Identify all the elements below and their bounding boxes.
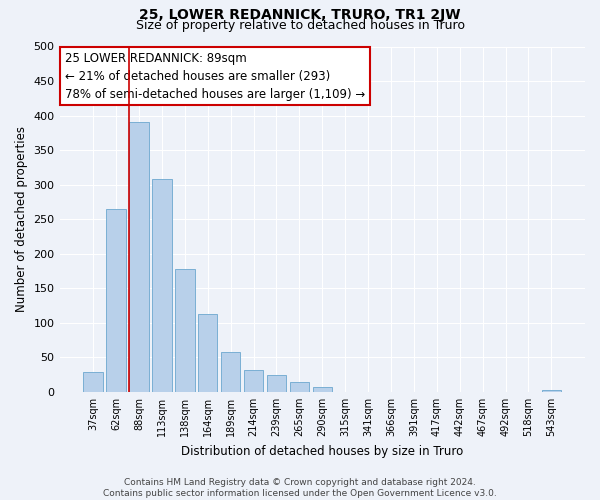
Bar <box>542 390 561 392</box>
Bar <box>175 269 194 392</box>
X-axis label: Distribution of detached houses by size in Truro: Distribution of detached houses by size … <box>181 444 463 458</box>
Y-axis label: Number of detached properties: Number of detached properties <box>15 126 28 312</box>
Text: Contains HM Land Registry data © Crown copyright and database right 2024.
Contai: Contains HM Land Registry data © Crown c… <box>103 478 497 498</box>
Bar <box>267 374 286 392</box>
Bar <box>83 372 103 392</box>
Bar <box>313 387 332 392</box>
Bar <box>290 382 309 392</box>
Bar <box>244 370 263 392</box>
Bar <box>198 314 217 392</box>
Text: 25, LOWER REDANNICK, TRURO, TR1 2JW: 25, LOWER REDANNICK, TRURO, TR1 2JW <box>139 8 461 22</box>
Bar <box>152 179 172 392</box>
Bar <box>129 122 149 392</box>
Text: Size of property relative to detached houses in Truro: Size of property relative to detached ho… <box>136 19 464 32</box>
Text: 25 LOWER REDANNICK: 89sqm
← 21% of detached houses are smaller (293)
78% of semi: 25 LOWER REDANNICK: 89sqm ← 21% of detac… <box>65 52 365 100</box>
Bar <box>106 209 126 392</box>
Bar <box>221 352 241 392</box>
